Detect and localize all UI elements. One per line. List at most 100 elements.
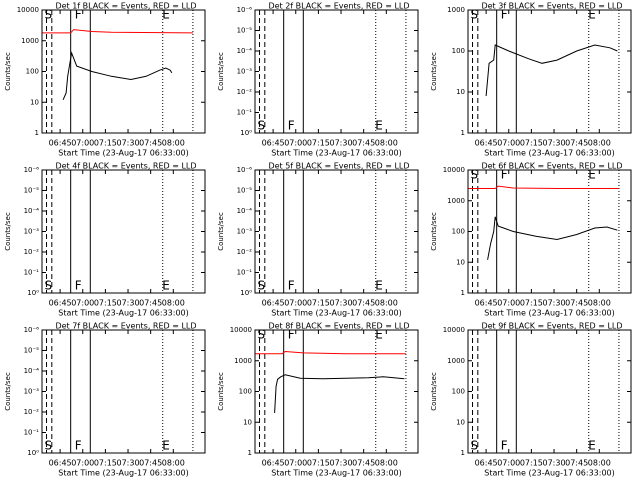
y-tick-label: 1000	[234, 357, 252, 365]
x-tick-label: 08:00	[375, 299, 398, 308]
panel: Det 6f BLACK = Events, RED = LLD Counts/s…	[430, 162, 632, 318]
plot-frame	[254, 329, 419, 454]
y-axis-label: Counts/sec	[430, 372, 438, 411]
y-tick-label: 10⁻²	[24, 408, 40, 416]
x-tick-label: 08:00	[588, 299, 611, 308]
x-tick-label: 07:15	[307, 139, 330, 148]
panel-title: Det 2f BLACK = Events, RED = LLD	[268, 2, 409, 11]
x-tick-label: 06:45	[262, 139, 285, 148]
y-tick-label: 10000	[443, 166, 465, 174]
flag-label: S	[258, 119, 266, 133]
flag-label: F	[288, 328, 295, 342]
flag-label: S	[471, 168, 479, 182]
x-axis-label: Start Time (23-Aug-17 06:33:00)	[58, 469, 189, 478]
y-axis-label: Counts/sec	[217, 212, 225, 251]
flag-label: S	[471, 439, 479, 453]
flag-label: S	[45, 439, 53, 453]
flag-label: F	[75, 279, 82, 293]
flag-label: E	[588, 439, 596, 453]
flag-label: E	[162, 279, 170, 293]
y-tick-label: 10000	[17, 6, 39, 14]
x-tick-label: 07:00	[71, 139, 94, 148]
x-tick-label: 06:45	[262, 299, 285, 308]
y-tick-label: 1000	[447, 197, 465, 205]
x-tick-label: 07:45	[352, 139, 375, 148]
flag-label: E	[162, 8, 170, 22]
panel: Det 1f BLACK = Events, RED = LLD Counts/s…	[4, 2, 206, 158]
x-tick-label: 07:30	[116, 459, 139, 468]
x-tick-label: 07:30	[542, 459, 565, 468]
x-tick-label: 07:15	[520, 459, 543, 468]
x-axis-label: Start Time (23-Aug-17 06:33:00)	[271, 469, 402, 478]
y-tick-label: 10⁻⁵	[237, 187, 253, 195]
flag-label: S	[258, 328, 266, 342]
data-line	[487, 216, 618, 260]
y-tick-label: 10⁻³	[24, 228, 40, 236]
x-tick-label: 07:00	[71, 299, 94, 308]
y-tick-label: 1000	[447, 357, 465, 365]
x-tick-label: 07:00	[497, 299, 520, 308]
x-tick-label: 08:00	[162, 139, 185, 148]
y-tick-label: 10⁻²	[237, 88, 253, 96]
y-tick-label: 10⁻³	[237, 228, 253, 236]
x-tick-label: 07:45	[139, 459, 162, 468]
panel-title: Det 7f BLACK = Events, RED = LLD	[55, 322, 196, 331]
x-tick-label: 07:30	[542, 299, 565, 308]
x-tick-label: 07:15	[94, 139, 117, 148]
y-tick-label: 100	[26, 68, 39, 76]
x-tick-label: 06:45	[262, 459, 285, 468]
x-tick-label: 08:00	[588, 139, 611, 148]
x-tick-label: 08:00	[375, 139, 398, 148]
y-tick-label: 10000	[443, 326, 465, 334]
panel: Det 7f BLACK = Events, RED = LLD Counts/s…	[4, 322, 206, 478]
plot-frame	[41, 329, 206, 454]
x-tick-label: 08:00	[162, 299, 185, 308]
y-tick-label: 1	[35, 129, 39, 137]
x-tick-label: 06:45	[49, 459, 72, 468]
y-tick-label: 10	[456, 258, 465, 266]
y-axis-label: Counts/sec	[217, 372, 225, 411]
panel-title: Det 4f BLACK = Events, RED = LLD	[55, 162, 196, 171]
panel: Det 2f BLACK = Events, RED = LLD Counts/s…	[217, 2, 419, 158]
y-tick-label: 10⁻⁶	[237, 6, 253, 14]
y-tick-label: 10	[456, 418, 465, 426]
x-tick-label: 08:00	[375, 459, 398, 468]
x-tick-label: 07:45	[565, 299, 588, 308]
x-axis-label: Start Time (23-Aug-17 06:33:00)	[484, 149, 615, 158]
y-tick-label: 100	[452, 388, 465, 396]
flag-label: F	[288, 279, 295, 293]
x-tick-label: 07:30	[329, 139, 352, 148]
panel-title: Det 3f BLACK = Events, RED = LLD	[481, 2, 622, 11]
y-tick-label: 1000	[21, 37, 39, 45]
y-tick-label: 1	[461, 289, 465, 297]
data-line	[42, 29, 193, 34]
flag-label: E	[162, 439, 170, 453]
plot-frame	[467, 9, 632, 134]
data-line	[468, 185, 619, 189]
plot-frame	[41, 9, 206, 134]
x-tick-label: 07:30	[116, 139, 139, 148]
y-tick-label: 10	[456, 88, 465, 96]
x-tick-label: 07:30	[542, 139, 565, 148]
x-axis-label: Start Time (23-Aug-17 06:33:00)	[58, 149, 189, 158]
y-tick-label: 10⁰	[240, 289, 252, 297]
data-line	[62, 51, 173, 101]
x-tick-label: 07:00	[284, 459, 307, 468]
panel: Det 4f BLACK = Events, RED = LLD Counts/s…	[4, 162, 206, 318]
y-tick-label: 10000	[230, 326, 252, 334]
x-tick-label: 06:45	[475, 139, 498, 148]
y-tick-label: 10⁻⁵	[24, 187, 40, 195]
y-tick-label: 10⁻⁵	[24, 347, 40, 355]
flag-label: F	[75, 8, 82, 22]
y-axis-label: Counts/sec	[217, 52, 225, 91]
panel: Det 9f BLACK = Events, RED = LLD Counts/s…	[430, 322, 632, 478]
x-tick-label: 07:30	[329, 459, 352, 468]
y-tick-label: 100	[239, 388, 252, 396]
y-tick-label: 10⁻²	[237, 248, 253, 256]
x-axis-label: Start Time (23-Aug-17 06:33:00)	[484, 309, 615, 318]
panel-title: Det 8f BLACK = Events, RED = LLD	[268, 322, 409, 331]
data-line	[485, 44, 618, 97]
x-tick-label: 07:00	[497, 459, 520, 468]
y-tick-label: 10⁻²	[24, 248, 40, 256]
plot-frame	[467, 329, 632, 454]
